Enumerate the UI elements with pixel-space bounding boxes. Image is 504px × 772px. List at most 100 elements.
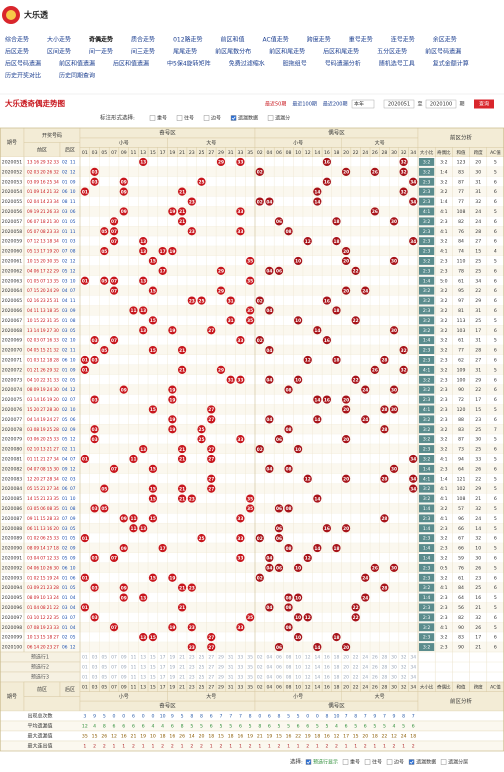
preselect-number[interactable]: 17 [160, 665, 166, 671]
preselect-number[interactable]: 18 [334, 655, 340, 661]
preselect-number[interactable]: 33 [238, 675, 244, 681]
preselect-number[interactable]: 01 [82, 665, 88, 671]
checkbox-label[interactable]: 往号 [372, 759, 382, 766]
nav-link[interactable]: 后区和尾走势 [323, 48, 359, 56]
preselect-number[interactable]: 27 [208, 655, 214, 661]
preselect-number[interactable]: 23 [189, 675, 195, 681]
preselect-number[interactable]: 29 [218, 675, 224, 681]
preselect-number[interactable]: 22 [353, 675, 359, 681]
checkbox[interactable] [440, 759, 447, 765]
preselect-number[interactable]: 13 [140, 675, 146, 681]
preselect-number[interactable]: 29 [218, 655, 224, 661]
preselect-number[interactable]: 35 [247, 655, 253, 661]
nav-link[interactable]: 前区和值 [221, 36, 245, 44]
preselect-number[interactable]: 33 [238, 655, 244, 661]
nav-link[interactable]: 跨度走势 [307, 36, 331, 44]
preselect-number[interactable]: 08 [286, 665, 292, 671]
preselect-number[interactable]: 30 [391, 675, 397, 681]
preselect-number[interactable]: 14 [314, 655, 320, 661]
nav-link[interactable]: 随机选号工具 [379, 60, 415, 68]
preselect-number[interactable]: 03 [92, 665, 98, 671]
preselect-number[interactable]: 11 [131, 665, 137, 671]
input-to-value[interactable]: 2020100 [430, 102, 452, 108]
preselect-number[interactable]: 19 [169, 675, 175, 681]
nav-link[interactable]: 间三走势 [131, 48, 155, 56]
nav-link[interactable]: 后区号码遗漏 [5, 60, 41, 68]
preselect-number[interactable]: 05 [101, 655, 107, 661]
preselect-number[interactable]: 34 [410, 655, 416, 661]
query-button-label[interactable]: 查询 [479, 101, 489, 108]
preselect-number[interactable]: 06 [276, 665, 282, 671]
preselect-number[interactable]: 06 [276, 675, 282, 681]
preselect-number[interactable]: 12 [305, 665, 311, 671]
preselect-number[interactable]: 16 [324, 665, 330, 671]
preselect-number[interactable]: 20 [343, 655, 349, 661]
checkbox[interactable] [386, 759, 393, 765]
preselect-number[interactable]: 26 [372, 655, 378, 661]
preselect-number[interactable]: 32 [401, 665, 407, 671]
preselect-number[interactable]: 31 [228, 665, 234, 671]
checkbox[interactable] [203, 115, 210, 121]
preselect-number[interactable]: 25 [199, 665, 205, 671]
preselect-number[interactable]: 18 [334, 675, 340, 681]
checkbox[interactable] [230, 115, 237, 121]
preselect-number[interactable]: 09 [121, 675, 127, 681]
recent-link[interactable]: 最近50期 [265, 101, 286, 108]
nav-link[interactable]: 奇偶走势 [89, 36, 113, 44]
preselect-number[interactable]: 21 [179, 655, 185, 661]
nav-link[interactable]: 前区和尾走势 [269, 48, 305, 56]
nav-link[interactable]: 胆拖组号 [283, 60, 307, 68]
nav-link[interactable]: 余区走势 [433, 36, 457, 44]
preselect-number[interactable]: 27 [208, 665, 214, 671]
preselect-number[interactable]: 16 [324, 675, 330, 681]
preselect-number[interactable]: 30 [391, 655, 397, 661]
preselect-number[interactable]: 05 [101, 665, 107, 671]
select-value[interactable]: 本年 [354, 101, 364, 108]
preselect-number[interactable]: 02 [257, 675, 263, 681]
preselect-number[interactable]: 03 [92, 675, 98, 681]
nav-link[interactable]: 012路走势 [173, 36, 202, 44]
preselect-number[interactable]: 10 [295, 665, 301, 671]
preselect-number[interactable]: 29 [218, 665, 224, 671]
nav-link[interactable]: 质合走势 [131, 36, 155, 44]
preselect-number[interactable]: 01 [82, 655, 88, 661]
preselect-number[interactable]: 19 [169, 665, 175, 671]
nav-link[interactable]: 前区尾数分布 [215, 48, 251, 56]
checkbox-label[interactable]: 往号 [184, 115, 194, 122]
preselect-number[interactable]: 22 [353, 665, 359, 671]
nav-link[interactable]: AC值走势 [263, 36, 289, 44]
preselect-number[interactable]: 32 [401, 675, 407, 681]
nav-link[interactable]: 前区号码遗漏 [425, 48, 461, 56]
checkbox-label[interactable]: 遗漏分层 [448, 759, 468, 766]
nav-link[interactable]: 后区走势 [5, 48, 29, 56]
preselect-number[interactable]: 32 [401, 655, 407, 661]
preselect-number[interactable]: 28 [382, 665, 388, 671]
preselect-number[interactable]: 11 [131, 675, 137, 681]
preselect-number[interactable]: 24 [362, 675, 368, 681]
nav-link[interactable]: 后区和值遗漏 [113, 60, 149, 68]
preselect-number[interactable]: 13 [140, 665, 146, 671]
recent-link[interactable]: 最近100期 [292, 101, 317, 108]
preselect-number[interactable]: 10 [295, 675, 301, 681]
preselect-number[interactable]: 31 [228, 655, 234, 661]
checkbox-label[interactable]: 遗漏分 [275, 115, 290, 122]
preselect-number[interactable]: 13 [140, 655, 146, 661]
preselect-number[interactable]: 10 [295, 655, 301, 661]
preselect-number[interactable]: 18 [334, 665, 340, 671]
preselect-number[interactable]: 19 [169, 655, 175, 661]
nav-link[interactable]: 历史同期查询 [59, 72, 95, 80]
nav-link[interactable]: 尾尾走势 [173, 48, 197, 56]
preselect-number[interactable]: 35 [247, 675, 253, 681]
preselect-number[interactable]: 04 [267, 655, 273, 661]
checkbox-label[interactable]: 遗漏数据 [416, 759, 436, 766]
checkbox-label[interactable]: 遗漏数据 [238, 115, 258, 122]
preselect-number[interactable]: 05 [101, 675, 107, 681]
preselect-number[interactable]: 02 [257, 665, 263, 671]
checkbox-label[interactable]: 边号 [394, 759, 404, 766]
nav-link[interactable]: 免费过滤缩水 [229, 60, 265, 68]
nav-link[interactable]: 间一走势 [89, 48, 113, 56]
nav-link[interactable]: 五分区走势 [377, 48, 407, 56]
checkbox-label[interactable]: 边号 [211, 115, 221, 122]
preselect-number[interactable]: 17 [160, 675, 166, 681]
checkbox-label[interactable]: 重号 [157, 115, 167, 122]
